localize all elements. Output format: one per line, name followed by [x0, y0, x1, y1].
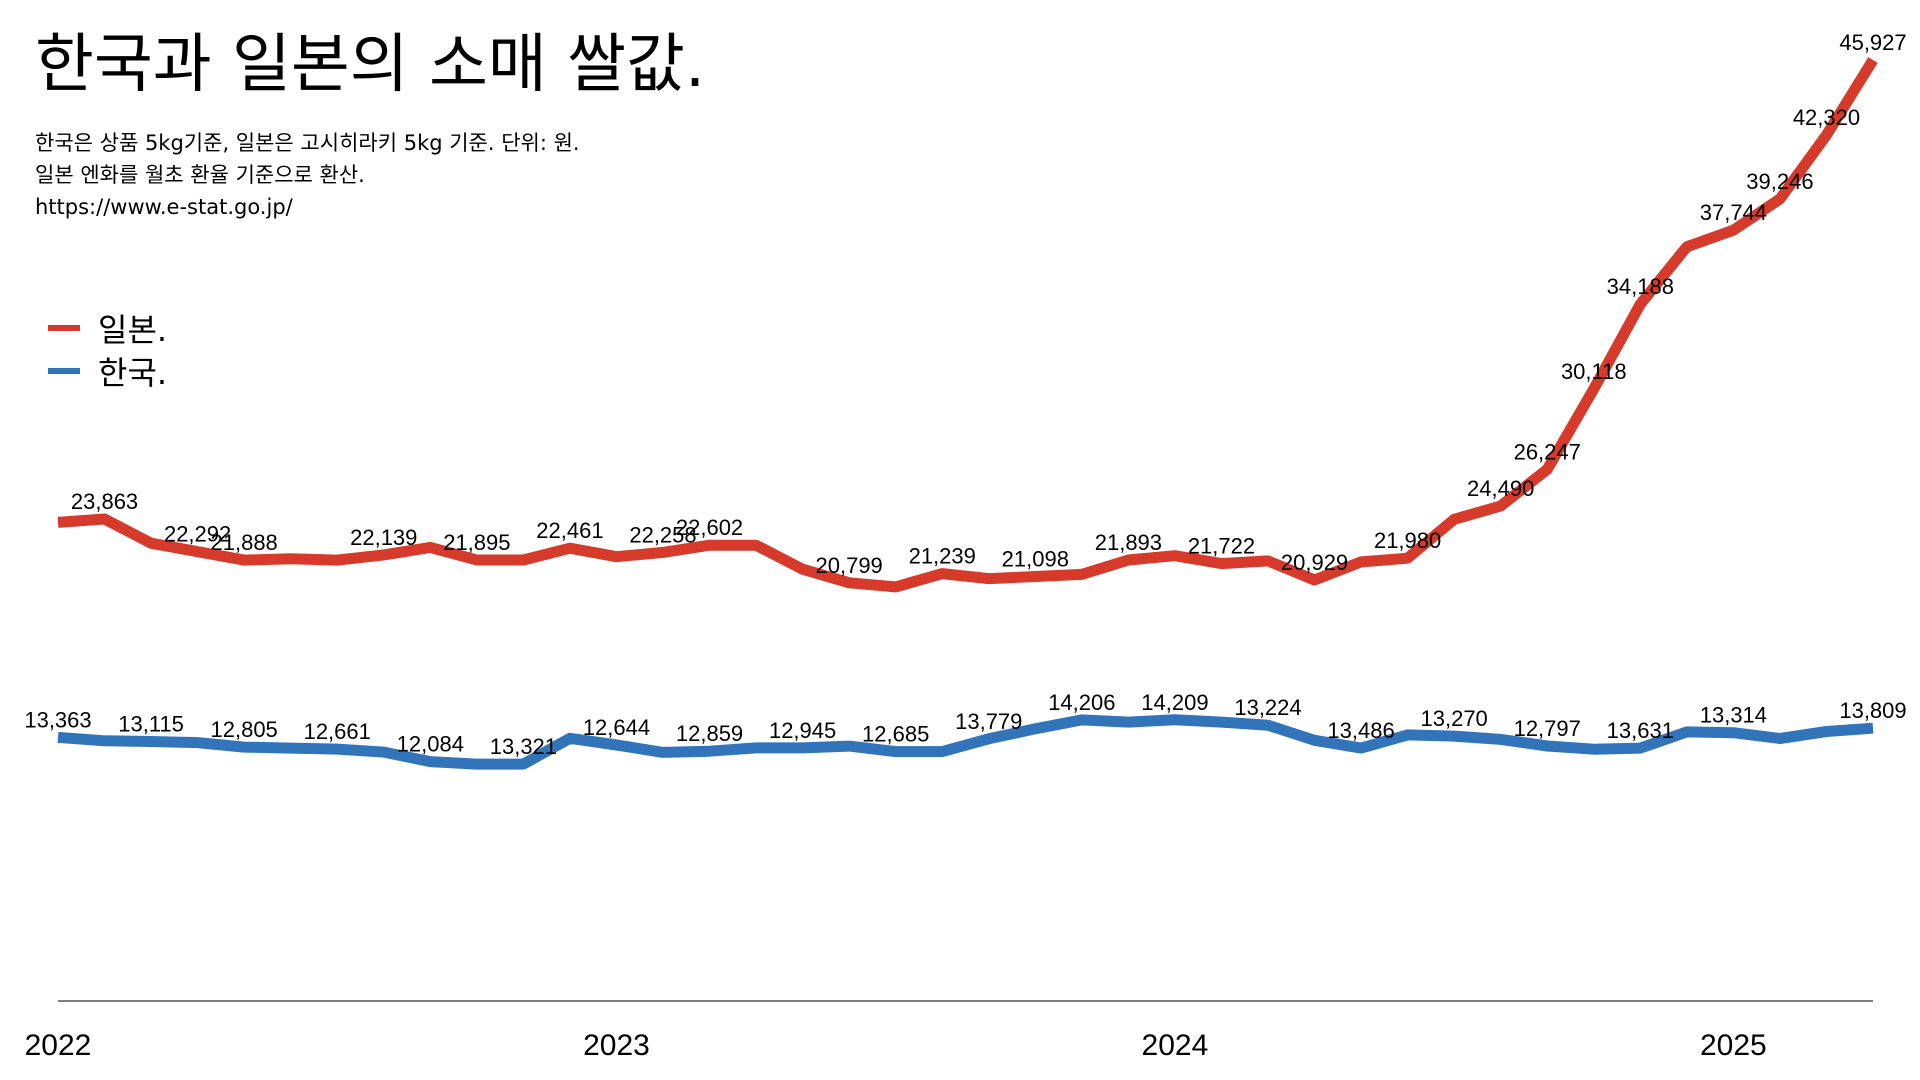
data-label: 13,363 — [24, 707, 91, 732]
data-label: 14,209 — [1141, 690, 1208, 715]
data-label: 12,945 — [769, 718, 836, 743]
data-label: 14,206 — [1048, 690, 1115, 715]
data-label: 21,239 — [909, 544, 976, 569]
data-label: 12,797 — [1514, 716, 1581, 741]
data-label: 13,809 — [1839, 698, 1906, 723]
data-label: 34,188 — [1607, 274, 1674, 299]
data-label: 21,722 — [1188, 534, 1255, 559]
data-label: 13,314 — [1700, 703, 1767, 728]
data-label: 21,895 — [443, 530, 510, 555]
x-tick-label: 2024 — [1142, 1029, 1209, 1062]
data-label: 20,799 — [816, 553, 883, 578]
data-label: 30,118 — [1561, 359, 1627, 384]
source-url: https://www.e-stat.go.jp/ — [35, 195, 293, 219]
subtitle-line-1: 한국은 상품 5kg기준, 일본은 고시히라키 5kg 기준. 단위: 원. — [35, 131, 580, 155]
data-label: 22,258 — [629, 522, 696, 547]
data-label: 22,461 — [536, 518, 603, 543]
data-label: 45,927 — [1839, 30, 1906, 55]
legend-item-korea: 한국. — [48, 348, 167, 394]
data-label: 26,247 — [1514, 439, 1581, 464]
data-label: 20,929 — [1281, 550, 1348, 575]
data-label: 21,888 — [211, 530, 278, 555]
data-label: 22,602 — [676, 515, 743, 540]
legend-label-japan: 일본. — [98, 311, 168, 349]
data-label: 39,246 — [1746, 169, 1813, 194]
data-label: 13,270 — [1421, 706, 1488, 731]
data-label: 13,224 — [1234, 695, 1301, 720]
data-label: 22,139 — [350, 525, 417, 550]
data-label: 12,859 — [676, 721, 743, 746]
data-label: 21,098 — [1002, 547, 1069, 572]
legend-item-japan: 일본. — [48, 305, 167, 351]
data-label: 12,805 — [211, 717, 278, 742]
series-line-korea — [57, 714, 1874, 770]
data-label: 12,644 — [583, 715, 650, 740]
x-tick-label: 2025 — [1700, 1029, 1767, 1062]
data-label: 23,863 — [71, 489, 138, 514]
legend-label-korea: 한국. — [98, 354, 168, 392]
data-label: 12,661 — [304, 719, 371, 744]
legend-swatch-korea — [48, 368, 80, 374]
data-label: 21,893 — [1095, 530, 1162, 555]
data-label: 22,292 — [164, 522, 231, 547]
data-label: 12,685 — [862, 722, 929, 747]
data-label: 21,980 — [1374, 528, 1441, 553]
legend-swatch-japan — [48, 325, 80, 331]
data-label: 24,490 — [1467, 476, 1534, 501]
x-tick-label: 2022 — [25, 1029, 92, 1062]
data-label: 13,779 — [955, 709, 1022, 734]
data-label: 13,115 — [118, 711, 184, 736]
x-tick-label: 2023 — [583, 1029, 650, 1062]
data-label: 12,084 — [397, 732, 464, 757]
data-label: 13,486 — [1327, 718, 1394, 743]
subtitle-line-2: 일본 엔화를 월초 환율 기준으로 환산. — [35, 163, 365, 187]
series-line-japan — [57, 57, 1878, 593]
chart-title: 한국과 일본의 소매 쌀값. — [35, 28, 706, 102]
data-label: 42,320 — [1793, 105, 1860, 130]
data-label: 13,631 — [1607, 718, 1674, 743]
data-label: 37,744 — [1700, 200, 1767, 225]
data-label: 13,321 — [490, 734, 557, 759]
